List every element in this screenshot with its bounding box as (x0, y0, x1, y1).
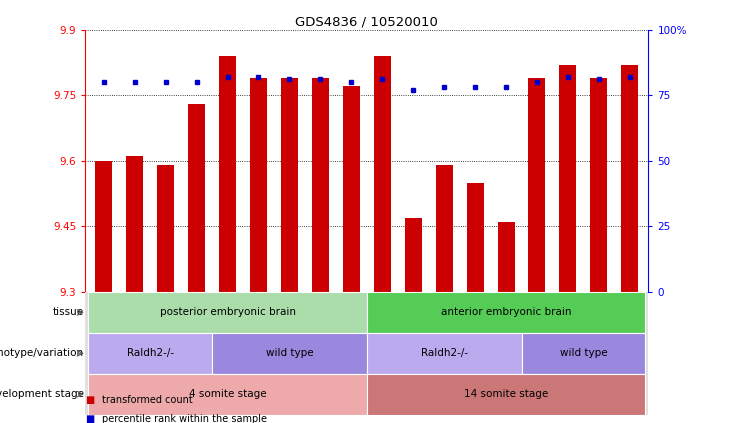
Text: ■: ■ (85, 414, 94, 423)
Text: wild type: wild type (265, 348, 313, 358)
Bar (367, 333, 522, 374)
Bar (367, 374, 645, 415)
Text: tissue: tissue (53, 308, 84, 318)
Text: ■: ■ (85, 395, 94, 405)
Bar (88, 374, 367, 415)
Text: transformed count: transformed count (102, 395, 192, 405)
Text: Raldh2-/-: Raldh2-/- (127, 348, 173, 358)
Bar (88, 333, 212, 374)
Bar (367, 292, 645, 333)
Bar (188, 104, 205, 292)
Bar (126, 157, 143, 292)
Bar (88, 292, 367, 333)
Text: wild type: wild type (559, 348, 607, 358)
Bar (281, 78, 298, 292)
Bar (212, 333, 367, 374)
Text: Raldh2-/-: Raldh2-/- (421, 348, 468, 358)
Bar (497, 222, 514, 292)
Text: 14 somite stage: 14 somite stage (464, 389, 548, 399)
Bar (467, 183, 484, 292)
Bar (591, 78, 608, 292)
Bar (522, 333, 645, 374)
Title: GDS4836 / 10520010: GDS4836 / 10520010 (296, 16, 438, 28)
Bar (405, 218, 422, 292)
Bar (343, 86, 360, 292)
Text: posterior embryonic brain: posterior embryonic brain (159, 308, 296, 318)
Bar (312, 78, 329, 292)
Bar (373, 56, 391, 292)
Bar (96, 161, 113, 292)
Text: anterior embryonic brain: anterior embryonic brain (441, 308, 571, 318)
Bar (436, 165, 453, 292)
Text: genotype/variation: genotype/variation (0, 348, 84, 358)
Text: 4 somite stage: 4 somite stage (189, 389, 266, 399)
Text: development stage: development stage (0, 389, 84, 399)
Text: percentile rank within the sample: percentile rank within the sample (102, 414, 267, 423)
Bar (621, 65, 638, 292)
Bar (528, 78, 545, 292)
Bar (219, 56, 236, 292)
Bar (157, 165, 174, 292)
Bar (250, 78, 267, 292)
Bar (559, 65, 576, 292)
